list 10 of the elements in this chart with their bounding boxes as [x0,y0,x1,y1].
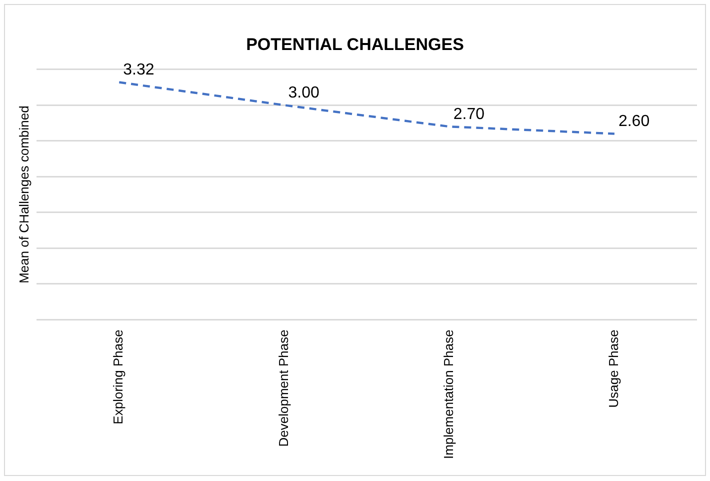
x-tick-label: Development Phase [276,330,291,447]
data-label: 3.32 [123,62,154,79]
data-label: 2.60 [618,113,650,130]
data-label: 2.70 [453,106,485,124]
x-tick-label: Exploring Phase [110,330,126,424]
chart-title: POTENTIAL CHALLENGES [246,34,464,54]
data-label: 3.00 [288,84,320,102]
y-axis-title: Mean of CHallenges combined [16,106,32,284]
x-tick-label: Implementation Phase [440,330,456,460]
x-tick-label: Usage Phase [606,330,622,408]
